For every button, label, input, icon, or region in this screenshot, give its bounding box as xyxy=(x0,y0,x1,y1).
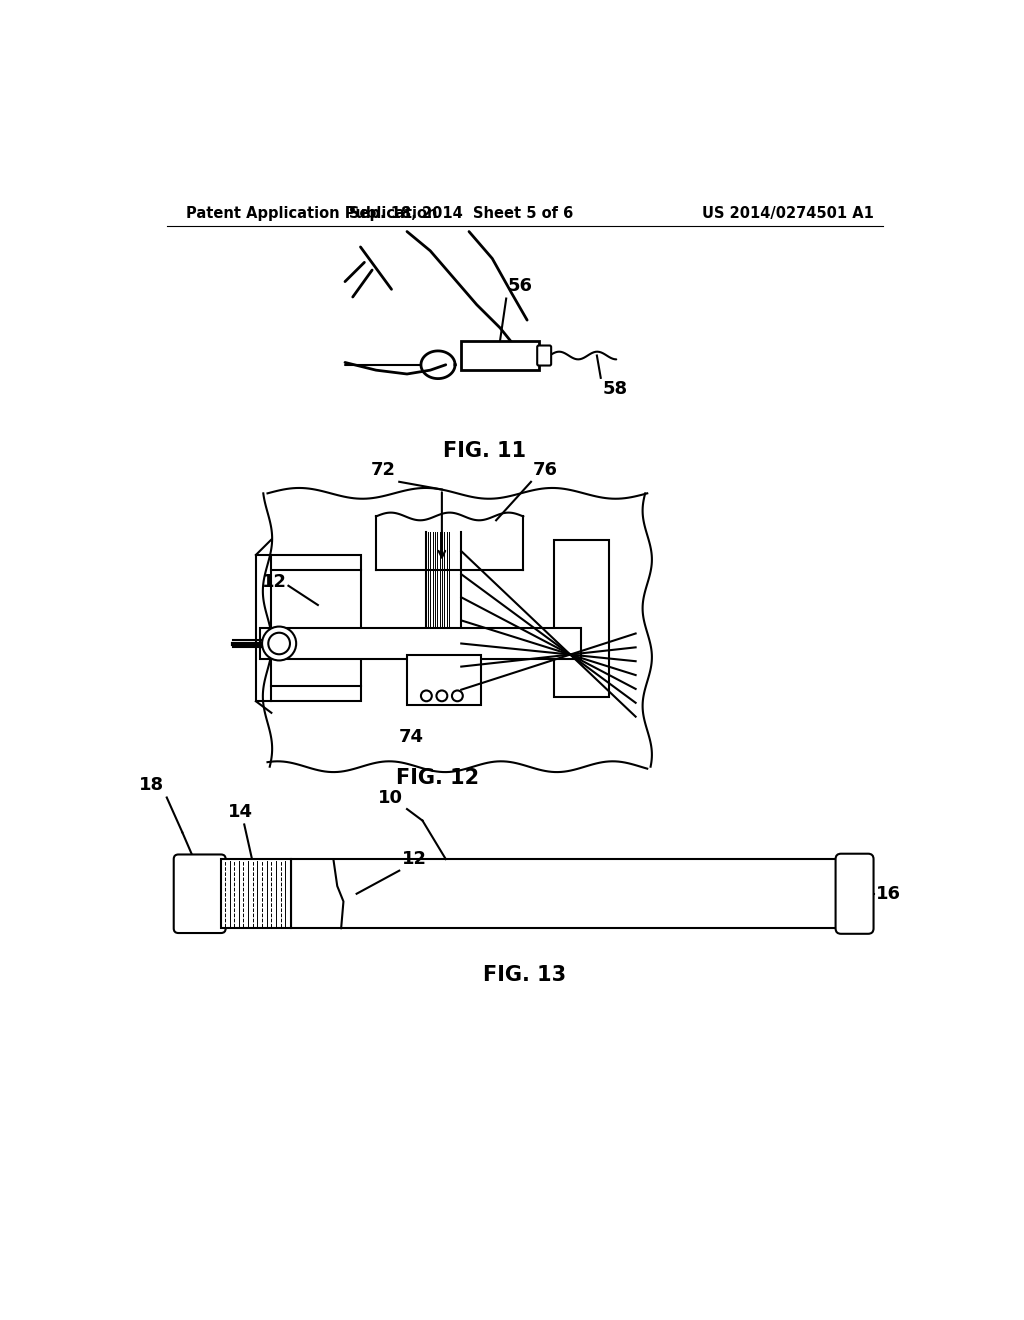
Text: 76: 76 xyxy=(532,462,557,479)
Text: 16: 16 xyxy=(876,884,901,903)
Circle shape xyxy=(421,690,432,701)
Bar xyxy=(291,859,845,928)
Text: 12: 12 xyxy=(262,573,287,591)
FancyBboxPatch shape xyxy=(174,854,225,933)
Bar xyxy=(407,655,480,705)
Text: 12: 12 xyxy=(401,850,427,869)
Bar xyxy=(260,628,582,659)
Text: FIG. 13: FIG. 13 xyxy=(483,965,566,985)
FancyBboxPatch shape xyxy=(538,346,551,366)
Text: 56: 56 xyxy=(508,277,532,294)
Text: 72: 72 xyxy=(371,462,395,479)
Text: US 2014/0274501 A1: US 2014/0274501 A1 xyxy=(701,206,873,222)
Bar xyxy=(461,341,539,370)
Text: 18: 18 xyxy=(139,776,165,793)
Text: FIG. 12: FIG. 12 xyxy=(396,768,479,788)
Text: 74: 74 xyxy=(398,729,423,746)
Circle shape xyxy=(436,690,447,701)
Text: FIG. 11: FIG. 11 xyxy=(443,441,526,461)
Text: Patent Application Publication: Patent Application Publication xyxy=(186,206,437,222)
Text: 14: 14 xyxy=(228,803,253,821)
Circle shape xyxy=(268,632,290,655)
Circle shape xyxy=(452,690,463,701)
FancyBboxPatch shape xyxy=(836,854,873,933)
Circle shape xyxy=(262,627,296,660)
Text: Sep. 18, 2014  Sheet 5 of 6: Sep. 18, 2014 Sheet 5 of 6 xyxy=(349,206,573,222)
Bar xyxy=(221,859,291,928)
Bar xyxy=(256,554,360,701)
Text: 58: 58 xyxy=(602,380,628,399)
Text: 10: 10 xyxy=(378,789,403,807)
Bar xyxy=(554,540,608,697)
